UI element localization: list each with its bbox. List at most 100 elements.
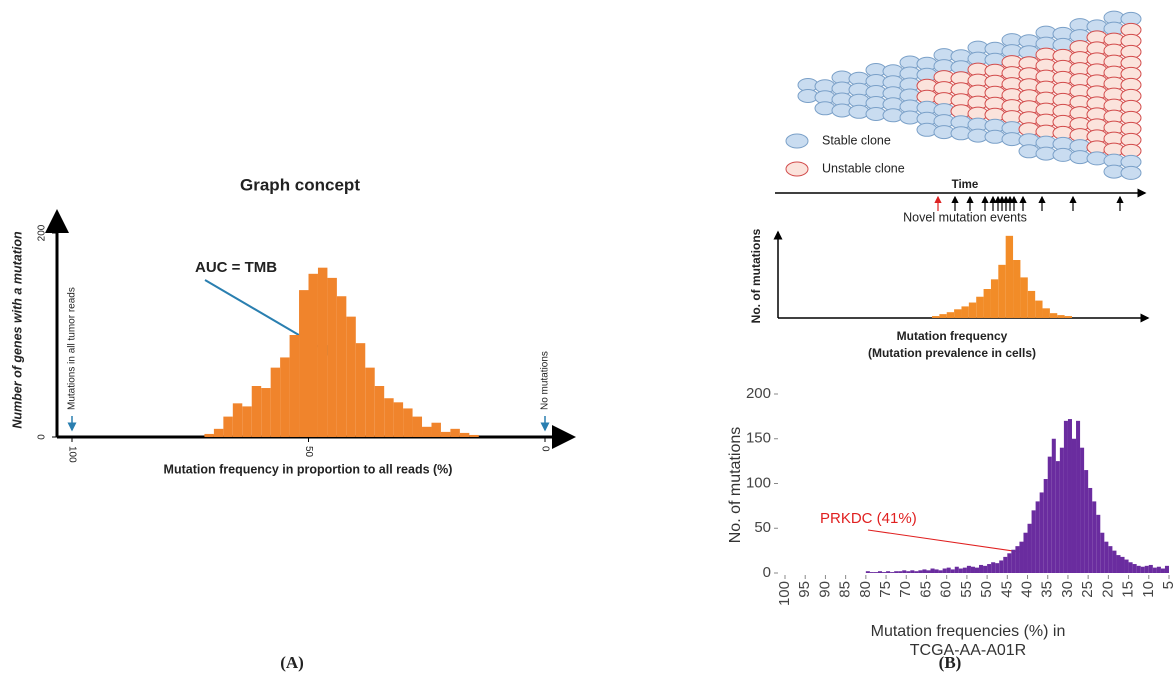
bar (906, 571, 911, 573)
bar (403, 408, 413, 437)
clone-cell (984, 129, 1006, 144)
clone-cell (950, 126, 972, 141)
bar (1128, 562, 1133, 573)
panel-label: (A) (280, 653, 304, 672)
y-tick-label: 0 (37, 434, 48, 440)
bar (1088, 487, 1093, 573)
bar (1136, 565, 1141, 573)
bar (251, 386, 262, 437)
bar (1027, 290, 1036, 318)
bar (930, 568, 935, 573)
bar (393, 402, 404, 437)
clone-cell (1018, 144, 1040, 159)
bar (1096, 514, 1101, 573)
bar (1051, 438, 1056, 573)
bar (308, 273, 318, 437)
annotation: AUC = TMB (195, 259, 277, 276)
x-tick-label: 30 (1059, 581, 1076, 598)
bar (1003, 556, 1008, 573)
bar (242, 406, 252, 437)
bar (336, 296, 347, 437)
bar (990, 279, 999, 318)
x-tick-label: 100 (66, 446, 77, 463)
bar (1063, 420, 1068, 573)
x-axis-label: Mutation frequencies (%) in (871, 623, 1066, 640)
bar (1108, 546, 1113, 573)
x-tick-label: 25 (1079, 581, 1096, 598)
bar (983, 565, 988, 573)
bar (894, 571, 899, 573)
bar (204, 433, 214, 437)
annotation: Novel mutation events (903, 210, 1027, 224)
bar (1104, 541, 1109, 573)
bar (1049, 313, 1058, 318)
bar (869, 572, 874, 573)
bar (1005, 235, 1014, 318)
bar (213, 428, 224, 437)
bar (1148, 564, 1153, 573)
bar (961, 306, 969, 318)
y-tick-label: 50 (754, 519, 771, 536)
bar (450, 428, 460, 437)
x-tick-label: 65 (917, 581, 934, 598)
y-axis-label: No. of mutations (749, 228, 763, 323)
bar (1023, 532, 1028, 573)
bar (1080, 447, 1085, 573)
x-axis-label: (Mutation prevalence in cells) (868, 346, 1036, 360)
bar (1084, 470, 1089, 573)
bar (374, 386, 385, 437)
x-tick-label: 20 (1099, 581, 1116, 598)
bar (327, 277, 337, 437)
annotation: Mutations in all tumor reads (67, 287, 78, 410)
bar (1092, 501, 1097, 573)
bar (910, 570, 915, 573)
bar (974, 567, 980, 573)
bar (934, 569, 939, 573)
bar (954, 309, 962, 318)
x-axis-label: Mutation frequency (897, 329, 1008, 343)
bar (999, 560, 1004, 573)
x-tick-label: 60 (938, 581, 955, 598)
bar (950, 569, 955, 573)
bar (317, 267, 328, 437)
bar (1076, 420, 1081, 573)
x-tick-label: 35 (1039, 581, 1056, 598)
bar (440, 431, 451, 437)
bar (890, 572, 895, 573)
bar (998, 264, 1006, 318)
bar (1027, 523, 1032, 573)
panel-label: (B) (939, 653, 962, 672)
bar (365, 367, 375, 437)
bar (970, 566, 975, 573)
bar (1116, 555, 1121, 573)
bar (865, 571, 870, 573)
bar (976, 296, 984, 318)
bar (469, 434, 479, 437)
x-tick-label: 90 (816, 581, 833, 598)
clone-cell (1120, 165, 1142, 180)
x-tick-label: 75 (877, 581, 894, 598)
bar (966, 565, 971, 573)
y-tick-label: 200 (37, 224, 48, 241)
x-tick-label: 95 (796, 581, 813, 598)
bar (1047, 456, 1052, 573)
bar (979, 564, 984, 573)
bar (1067, 419, 1072, 573)
legend-label: Unstable clone (822, 161, 905, 175)
bar (886, 571, 891, 573)
bar (1043, 479, 1048, 573)
bar (1140, 566, 1145, 573)
bar (1020, 277, 1028, 318)
legend-swatch (785, 133, 809, 149)
x-axis-label: Mutation frequency in proportion to all … (164, 462, 453, 476)
bar (1164, 565, 1169, 573)
bar (232, 403, 243, 437)
bar (1144, 565, 1149, 573)
bar (991, 562, 996, 573)
bar (1059, 447, 1064, 573)
bar (938, 570, 943, 573)
y-axis-label: No. of mutations (727, 427, 744, 544)
bar (289, 335, 300, 437)
bar (1019, 541, 1024, 573)
bar (898, 571, 903, 573)
